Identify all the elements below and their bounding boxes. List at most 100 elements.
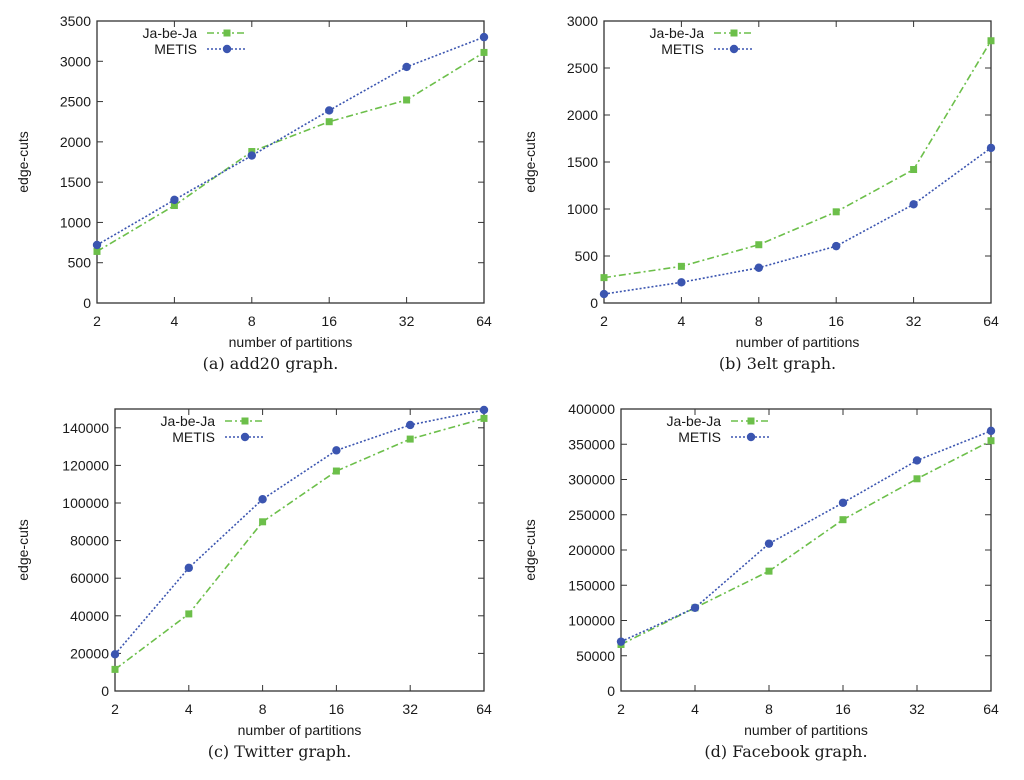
y-tick-label: 1000	[567, 201, 598, 217]
y-tick-label: 100000	[568, 613, 615, 629]
x-tick-label: 64	[983, 313, 999, 329]
plot-frame	[603, 20, 992, 304]
legend-marker	[241, 417, 249, 425]
x-tick-label: 16	[329, 701, 345, 717]
data-point	[170, 195, 179, 205]
data-point	[259, 518, 267, 526]
y-tick-label: 300000	[568, 472, 615, 488]
data-point	[616, 637, 626, 646]
data-point	[402, 62, 411, 72]
data-point	[111, 665, 119, 673]
y-tick-label: 0	[607, 683, 615, 699]
legend-label: METIS	[678, 429, 721, 445]
x-axis-label: number of partitions	[736, 334, 860, 350]
y-tick-label: 120000	[62, 457, 109, 473]
chart-panel-c: 0 20000 40000 60000 80000 100000 120000 140000 2…	[15, 405, 492, 761]
data-point	[258, 495, 267, 504]
plot-frame	[620, 408, 992, 692]
series-metis	[92, 32, 489, 250]
data-point	[912, 456, 922, 465]
data-point	[184, 563, 193, 573]
legend-entry: METIS	[678, 429, 771, 445]
x-tick-label: 8	[259, 701, 267, 717]
x-tick-label: 4	[678, 313, 686, 329]
legend-entry: Ja-be-Ja	[143, 25, 247, 41]
series-line	[96, 36, 485, 246]
data-point	[677, 262, 685, 270]
y-tick-label: 2000	[567, 107, 598, 123]
x-tick-label: 64	[476, 313, 492, 329]
series-ja-be-ja	[93, 48, 488, 255]
y-tick-label: 2500	[60, 94, 91, 110]
data-point	[839, 516, 847, 524]
y-tick-label: 100000	[62, 495, 109, 511]
y-tick-label: 1000	[60, 214, 91, 230]
data-point	[755, 241, 763, 249]
y-tick-label: 0	[83, 295, 91, 311]
data-point	[403, 96, 411, 104]
series-metis	[599, 143, 996, 299]
data-point	[247, 151, 256, 160]
chart-caption: (b) 3elt graph.	[719, 354, 836, 373]
x-tick-label: 2	[111, 701, 119, 717]
series-line	[603, 147, 992, 295]
y-tick-label: 3000	[60, 53, 91, 69]
series-metis	[110, 405, 489, 659]
data-point	[479, 405, 489, 415]
chart-caption: (a) add20 graph.	[203, 354, 339, 373]
y-tick-label: 0	[101, 683, 109, 699]
legend-label: Ja-be-Ja	[650, 25, 705, 41]
data-point	[838, 498, 848, 507]
data-point	[480, 414, 488, 422]
x-tick-label: 32	[909, 701, 925, 717]
data-point	[764, 539, 774, 548]
legend-entry: METIS	[661, 41, 754, 57]
y-tick-label: 400000	[568, 401, 615, 417]
legend-entry: Ja-be-Ja	[161, 413, 265, 429]
legend-label: METIS	[154, 41, 197, 57]
y-tick-label: 150000	[568, 577, 615, 593]
y-tick-label: 500	[68, 255, 92, 271]
series-line	[96, 51, 485, 253]
x-tick-label: 32	[906, 313, 922, 329]
x-tick-label: 8	[248, 313, 256, 329]
series-line	[620, 440, 992, 646]
x-tick-label: 32	[399, 313, 415, 329]
y-tick-label: 40000	[70, 608, 109, 624]
legend-entry: Ja-be-Ja	[650, 25, 754, 41]
data-point	[170, 202, 178, 210]
chart-caption: (c) Twitter graph.	[208, 742, 352, 761]
series-line	[620, 430, 992, 643]
legend-marker	[746, 432, 756, 442]
x-tick-label: 8	[755, 313, 763, 329]
y-tick-label: 60000	[70, 570, 109, 586]
x-tick-label: 16	[835, 701, 851, 717]
x-tick-label: 16	[828, 313, 844, 329]
y-axis-label: edge-cuts	[522, 519, 538, 580]
y-tick-label: 350000	[568, 436, 615, 452]
x-tick-label: 16	[321, 313, 337, 329]
data-point	[599, 289, 609, 299]
x-tick-label: 4	[185, 701, 193, 717]
data-point	[765, 567, 773, 575]
x-tick-label: 2	[93, 313, 101, 329]
x-tick-label: 4	[691, 701, 699, 717]
x-tick-label: 8	[765, 701, 773, 717]
y-tick-label: 20000	[70, 645, 109, 661]
data-point	[832, 208, 840, 216]
data-point	[754, 263, 763, 272]
chart-panel-a: 0 500 1000 1500 2000 2500 3000 3500 2 4 8 16 32 64 num…	[15, 13, 492, 373]
series-line	[603, 40, 992, 279]
y-tick-label: 80000	[70, 533, 109, 549]
x-axis-label: number of partitions	[744, 722, 868, 738]
series-line	[114, 417, 485, 671]
legend-label: Ja-be-Ja	[667, 413, 722, 429]
y-tick-label: 500	[575, 248, 599, 264]
legend-entry: METIS	[172, 429, 265, 445]
data-point	[987, 37, 995, 45]
legend-marker	[223, 29, 231, 37]
legend-marker	[240, 432, 250, 442]
data-point	[913, 475, 921, 483]
y-tick-label: 1500	[567, 154, 598, 170]
